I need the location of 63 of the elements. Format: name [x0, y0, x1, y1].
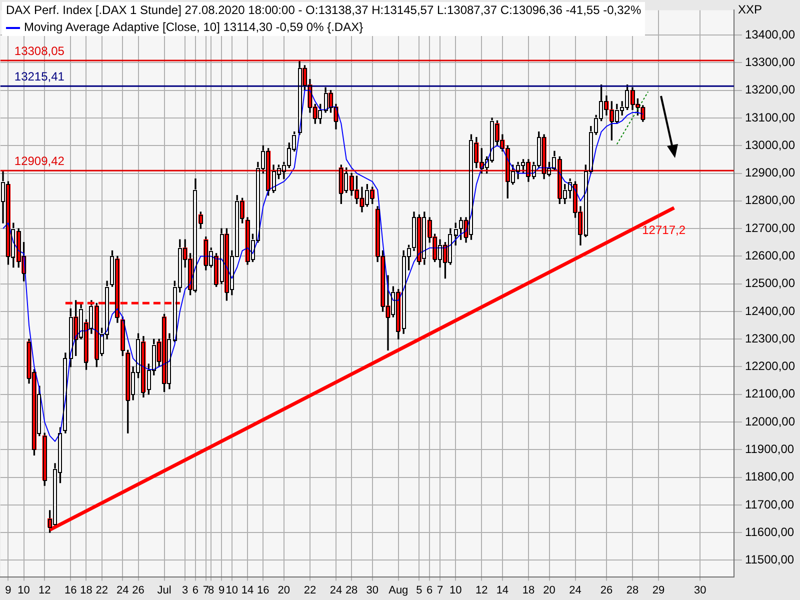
x-tick-label: 12	[476, 584, 488, 596]
x-tick-label: 22	[304, 584, 316, 596]
y-tick-label: 12700,00	[744, 220, 796, 235]
y-tick-label: 12300,00	[744, 331, 796, 346]
x-tick-label: Aug	[388, 584, 408, 596]
x-tick-label: 26	[600, 584, 613, 596]
x-tick-label: 26	[132, 584, 144, 596]
y-tick-label: 12000,00	[744, 414, 796, 428]
x-tick-label: 29	[652, 584, 665, 596]
x-tick-label: 28	[345, 584, 358, 596]
y-tick-label: 11800,00	[744, 470, 794, 484]
x-tick-label: 14	[496, 584, 509, 596]
x-tick-label: 6	[426, 584, 433, 596]
x-tick-label: 12	[38, 584, 51, 596]
y-tick-label: 11500,00	[744, 552, 794, 567]
y-tick-label: 12900,00	[744, 166, 796, 180]
x-tick-label: 9	[218, 584, 225, 596]
x-tick-label: 24	[116, 584, 129, 596]
x-tick-label: Jul	[157, 584, 172, 596]
y-tick-label: 13400,00	[744, 27, 796, 42]
y-tick-label: 12800,00	[744, 193, 796, 208]
y-tick-label: 12400,00	[744, 304, 796, 318]
ref-line-label: 13215,41	[14, 69, 65, 84]
x-tick-label: 22	[96, 584, 108, 596]
x-tick-label: 18	[522, 584, 535, 596]
x-tick-label: 7	[436, 584, 444, 596]
x-tick-label: 10	[18, 584, 30, 596]
annotation: 12717,2	[642, 222, 686, 237]
ref-line-label: 12909,42	[14, 154, 65, 168]
y-tick-label: 11600,00	[744, 524, 794, 539]
x-tick-label: 10	[226, 584, 238, 596]
y-tick-label: 11900,00	[744, 442, 794, 456]
y-tick-label: 12100,00	[744, 386, 796, 401]
y-tick-label: 13100,00	[744, 110, 796, 124]
x-tick-label: 20	[543, 584, 556, 596]
x-tick-label: 14	[241, 584, 254, 596]
chart-title: DAX Perf. Index [.DAX 1 Stunde] 27.08.2020 18:00:00 - O:13138,37 H:13145,57 L:13087,37 C:13096,36 -41,55 -0,32%	[6, 2, 642, 19]
x-tick-label: 5	[416, 584, 422, 596]
ref-line-label: 13308,05	[14, 44, 65, 58]
x-tick-label: 16	[257, 584, 270, 596]
x-tick-label: 16	[64, 584, 77, 596]
y-axis-title: XXP	[738, 2, 762, 16]
x-tick-label: 24	[569, 584, 582, 596]
x-tick-label: 18	[80, 584, 92, 596]
x-tick-label: 20	[278, 584, 290, 596]
y-tick-label: 13300,00	[744, 55, 796, 70]
x-tick-label: 10	[449, 584, 462, 596]
y-tick-label: 11700,00	[744, 497, 794, 512]
x-tick-label: 3	[182, 584, 188, 596]
x-tick-label: 6	[192, 584, 199, 596]
y-tick-label: 13000,00	[744, 138, 796, 152]
y-tick-label: 12600,00	[744, 248, 796, 262]
x-tick-label: 7	[202, 584, 209, 596]
y-tick-label: 12200,00	[744, 359, 796, 374]
x-tick-label: 28	[626, 584, 639, 596]
x-tick-label: 9	[5, 584, 12, 596]
x-tick-label: 24	[330, 584, 342, 596]
x-tick-label: 8	[208, 584, 214, 596]
x-tick-label: 30	[694, 584, 706, 596]
legend-label: Moving Average Adaptive [Close, 10] 13114,30 -0,59 0% {.DAX}	[23, 19, 364, 36]
y-tick-label: 13200,00	[744, 82, 796, 97]
y-tick-label: 12500,00	[744, 276, 796, 290]
x-tick-label: 30	[366, 584, 378, 596]
